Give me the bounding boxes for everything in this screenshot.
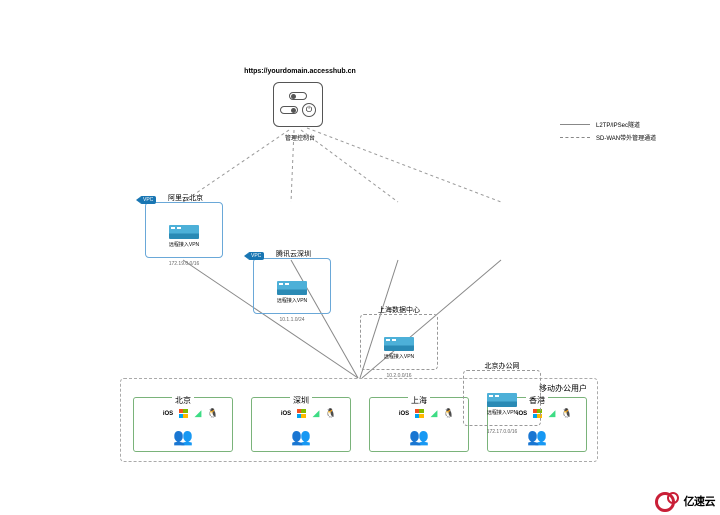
console-device-icon: ⏻ [273, 82, 323, 127]
site-cidr: 10.1.1.0/24 [279, 317, 304, 323]
legend-dashed-label: SD-WAN带外管理通道 [596, 133, 656, 142]
console-url: https://yourdomain.accesshub.cn [220, 68, 380, 75]
vpc-badge: VPC [140, 196, 156, 204]
site-cidr: 172.19.0.0/16 [169, 261, 200, 267]
site-box: VPC腾讯云深圳远程接入VPN10.1.1.0/24 [253, 258, 331, 314]
power-icon: ⏻ [302, 103, 316, 117]
vpn-label: 远程接入VPN [384, 353, 414, 360]
site-box: 北京办公网远程接入VPN172.17.0.0/16 [463, 370, 541, 426]
logo-text: 亿速云 [684, 493, 716, 509]
vpn-device-icon [169, 225, 199, 239]
vpn-device-icon [384, 337, 414, 351]
site-cidr: 10.2.0.0/16 [386, 373, 411, 379]
site-title: 腾讯云深圳 [276, 249, 311, 259]
vpn-device-icon [277, 281, 307, 295]
vpn-label: 远程接入VPN [169, 241, 199, 248]
logo-icon [655, 492, 681, 510]
site-title: 上海数据中心 [378, 305, 420, 315]
site-title: 阿里云北京 [168, 193, 203, 203]
console-label: 管理控制台 [260, 133, 340, 142]
legend-solid-line-icon [560, 124, 590, 125]
vpc-badge: VPC [248, 252, 264, 260]
vpn-label: 远程接入VPN [487, 409, 517, 416]
connection-lines [0, 0, 720, 515]
toggle-icon [280, 106, 298, 114]
legend-solid-label: L2TP/IPSec隧道 [596, 120, 640, 129]
site-title: 北京办公网 [485, 361, 520, 371]
vpn-label: 远程接入VPN [277, 297, 307, 304]
legend: L2TP/IPSec隧道 SD-WAN带外管理通道 [560, 120, 656, 146]
toggle-icon [289, 92, 307, 100]
brand-logo: 亿速云 [655, 492, 716, 510]
site-box: 上海数据中心远程接入VPN10.2.0.0/16 [360, 314, 438, 370]
site-cidr: 172.17.0.0/16 [487, 429, 518, 435]
legend-dashed-line-icon [560, 137, 590, 138]
vpn-device-icon [487, 393, 517, 407]
site-box: VPC阿里云北京远程接入VPN172.19.0.0/16 [145, 202, 223, 258]
